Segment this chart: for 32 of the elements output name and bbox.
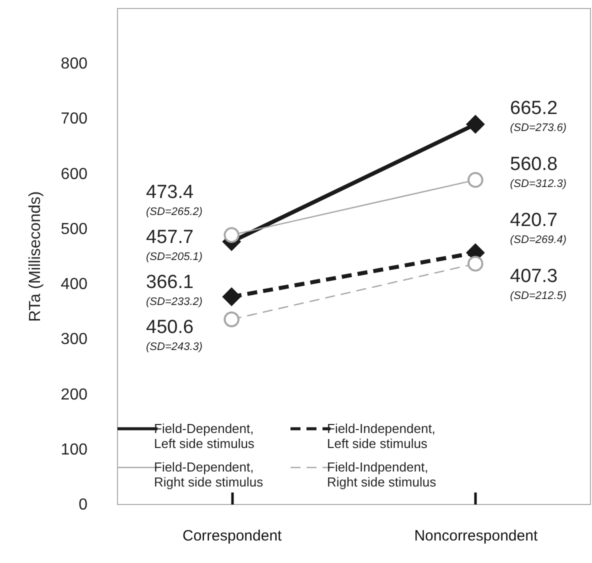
x-tick-label: Correspondent — [182, 528, 283, 544]
y-tick-label: 100 — [60, 441, 88, 458]
annotation: (SD=273.6) — [510, 122, 567, 134]
legend-label: Field-Dependent, Left side stimulus — [154, 420, 255, 451]
y-tick-label: 600 — [60, 166, 88, 183]
annotation: 473.4 — [146, 182, 194, 203]
annotation: (SD=205.1) — [146, 251, 203, 263]
legend-label: Field-Independent, Left side stimulus — [327, 420, 436, 451]
y-tick-label: 200 — [60, 386, 88, 404]
annotation: (SD=265.2) — [146, 206, 203, 218]
y-tick-label: 400 — [60, 276, 88, 294]
annotation: 420.7 — [510, 210, 558, 231]
annotation: (SD=212.5) — [510, 290, 567, 302]
x-tick-label: Noncorrespondent — [414, 528, 538, 544]
legend-label: Field-Indpendent, Right side stimulus — [327, 460, 437, 490]
legend-label: Field-Dependent, Right side stimulus — [154, 460, 264, 490]
annotation: (SD=312.3) — [510, 178, 567, 190]
annotation: (SD=269.4) — [510, 234, 567, 246]
y-tick-label: 0 — [78, 496, 88, 514]
annotation: 457.7 — [146, 227, 194, 248]
annotation: 560.8 — [510, 154, 558, 175]
annotation: (SD=233.2) — [146, 296, 203, 308]
annotation: 665.2 — [510, 98, 558, 119]
y-axis-title: RTa (Milliseconds) — [26, 191, 44, 322]
y-tick-label: 500 — [60, 220, 88, 238]
annotation: (SD=243.3) — [146, 341, 203, 353]
annotation: 407.3 — [510, 266, 558, 287]
y-tick-label: 300 — [60, 331, 88, 348]
y-tick-label: 800 — [60, 56, 88, 73]
y-tick-label: 700 — [60, 110, 88, 128]
annotation: 450.6 — [146, 317, 194, 338]
annotation: 366.1 — [146, 272, 194, 293]
